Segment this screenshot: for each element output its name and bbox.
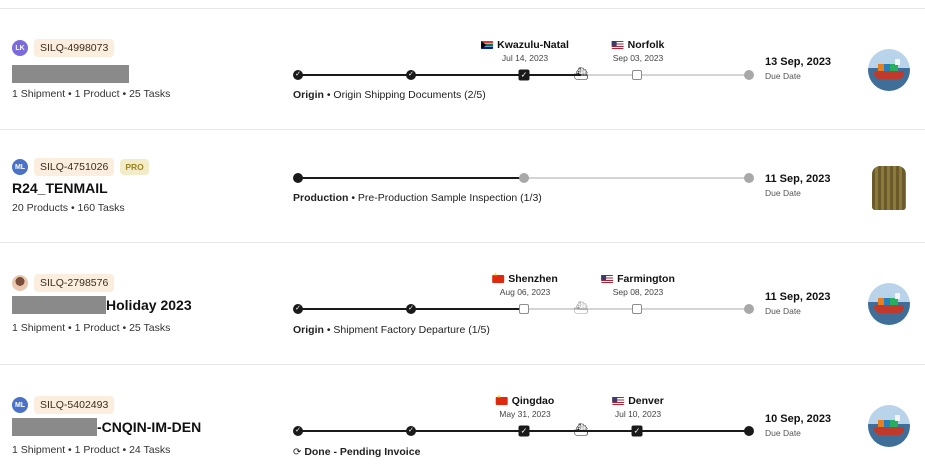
origin-location: Shenzhen Aug 06, 2023 [492, 272, 558, 297]
project-row[interactable]: ML SILQ-4751026 PRO R24_TENMAIL 20 Produ… [0, 129, 925, 242]
check-icon: ✓ [406, 70, 416, 80]
destination-location: Norfolk Sep 03, 2023 [611, 39, 665, 63]
flag-icon [495, 394, 508, 405]
due-date-block: 11 Sep, 2023 Due Date [765, 291, 830, 316]
milestone-start [293, 173, 303, 183]
project-meta: 1 Shipment • 1 Product • 24 Tasks [12, 444, 171, 456]
product-image[interactable] [872, 166, 906, 210]
destination-location: Denver Jul 10, 2023 [612, 395, 664, 419]
check-icon: ✓ [293, 304, 303, 314]
redacted-block [12, 65, 129, 83]
project-title[interactable] [12, 65, 129, 83]
due-label: Due Date [765, 71, 801, 81]
project-title[interactable]: R24_TENMAIL [12, 180, 108, 196]
due-date: 10 Sep, 2023 [765, 413, 832, 425]
progress-track-complete [298, 177, 524, 179]
destination-location: Farmington Sep 08, 2023 [601, 273, 675, 297]
ship-image[interactable] [868, 283, 910, 325]
check-icon: ✓ [293, 426, 303, 436]
check-icon: ✓ [518, 69, 530, 81]
project-meta: 20 Products • 160 Tasks [12, 202, 125, 214]
redacted-block [12, 296, 106, 314]
milestone-end [744, 426, 754, 436]
due-label: Due Date [765, 428, 801, 438]
milestone-pending [632, 70, 642, 80]
ship-icon: ⛴ [573, 422, 589, 437]
user-avatar: ML [12, 159, 28, 175]
origin-location: Kwazulu-Natal Jul 14, 2023 [481, 39, 569, 63]
flag-icon [612, 397, 625, 405]
due-date-block: 10 Sep, 2023 Due Date [765, 413, 831, 438]
user-avatar: LK [12, 40, 28, 56]
project-meta: 1 Shipment • 1 Product • 25 Tasks [12, 88, 171, 100]
flag-icon [492, 272, 505, 283]
milestone-pending [519, 304, 529, 314]
due-date-block: 13 Sep, 2023 Due Date [765, 56, 831, 81]
project-row[interactable]: LK SILQ-4998073 1 Shipment • 1 Product •… [0, 8, 925, 129]
check-icon: ✓ [518, 425, 530, 437]
current-stage: ⟳ Done - Pending Invoice [293, 446, 421, 458]
project-id[interactable]: SILQ-4751026 [34, 158, 115, 176]
current-stage: Origin • Origin Shipping Documents (2/5) [293, 89, 486, 101]
progress-track-remaining [524, 177, 749, 179]
origin-location: Qingdao May 31, 2023 [495, 394, 554, 419]
project-row[interactable]: SILQ-2798576 Holiday 2023 1 Shipment • 1… [0, 242, 925, 364]
project-row[interactable]: ML SILQ-5402493 -CNQIN-IM-DEN 1 Shipment… [0, 364, 925, 474]
milestone-current [519, 173, 529, 183]
due-date: 11 Sep, 2023 [765, 291, 831, 303]
pro-badge: PRO [120, 159, 149, 175]
current-stage: Production • Pre-Production Sample Inspe… [293, 192, 542, 204]
ship-icon: ⛴ [573, 300, 589, 315]
project-id-group: SILQ-2798576 [12, 274, 115, 292]
user-avatar: ML [12, 397, 28, 413]
project-id[interactable]: SILQ-2798576 [34, 274, 115, 292]
project-id-group: LK SILQ-4998073 [12, 39, 115, 57]
user-avatar [12, 275, 28, 291]
project-id-group: ML SILQ-4751026 PRO [12, 158, 149, 176]
milestone-end [744, 70, 754, 80]
check-icon: ✓ [293, 70, 303, 80]
due-label: Due Date [765, 188, 801, 198]
project-id[interactable]: SILQ-5402493 [34, 396, 115, 414]
check-icon: ✓ [406, 426, 416, 436]
due-label: Due Date [765, 306, 801, 316]
project-meta: 1 Shipment • 1 Product • 25 Tasks [12, 322, 171, 334]
ship-image[interactable] [868, 405, 910, 447]
check-icon: ✓ [631, 425, 643, 437]
project-title[interactable]: Holiday 2023 [12, 296, 192, 314]
check-icon: ✓ [406, 304, 416, 314]
progress-track-complete [298, 74, 581, 76]
due-date: 11 Sep, 2023 [765, 173, 831, 185]
current-stage: Origin • Shipment Factory Departure (1/5… [293, 324, 490, 336]
due-date: 13 Sep, 2023 [765, 56, 832, 68]
milestone-pending [632, 304, 642, 314]
flag-icon [611, 41, 624, 49]
project-id[interactable]: SILQ-4998073 [34, 39, 115, 57]
flag-icon [601, 275, 614, 283]
ship-image[interactable] [868, 49, 910, 91]
project-title[interactable]: -CNQIN-IM-DEN [12, 418, 201, 436]
ship-icon: ⛴ [573, 66, 589, 81]
milestone-end [744, 304, 754, 314]
due-date-block: 11 Sep, 2023 Due Date [765, 173, 830, 198]
redacted-block [12, 418, 97, 436]
project-id-group: ML SILQ-5402493 [12, 396, 115, 414]
progress-track-remaining [581, 74, 749, 76]
flag-icon [481, 41, 494, 49]
dollar-cycle-icon: ⟳ [293, 447, 302, 458]
milestone-end [744, 173, 754, 183]
